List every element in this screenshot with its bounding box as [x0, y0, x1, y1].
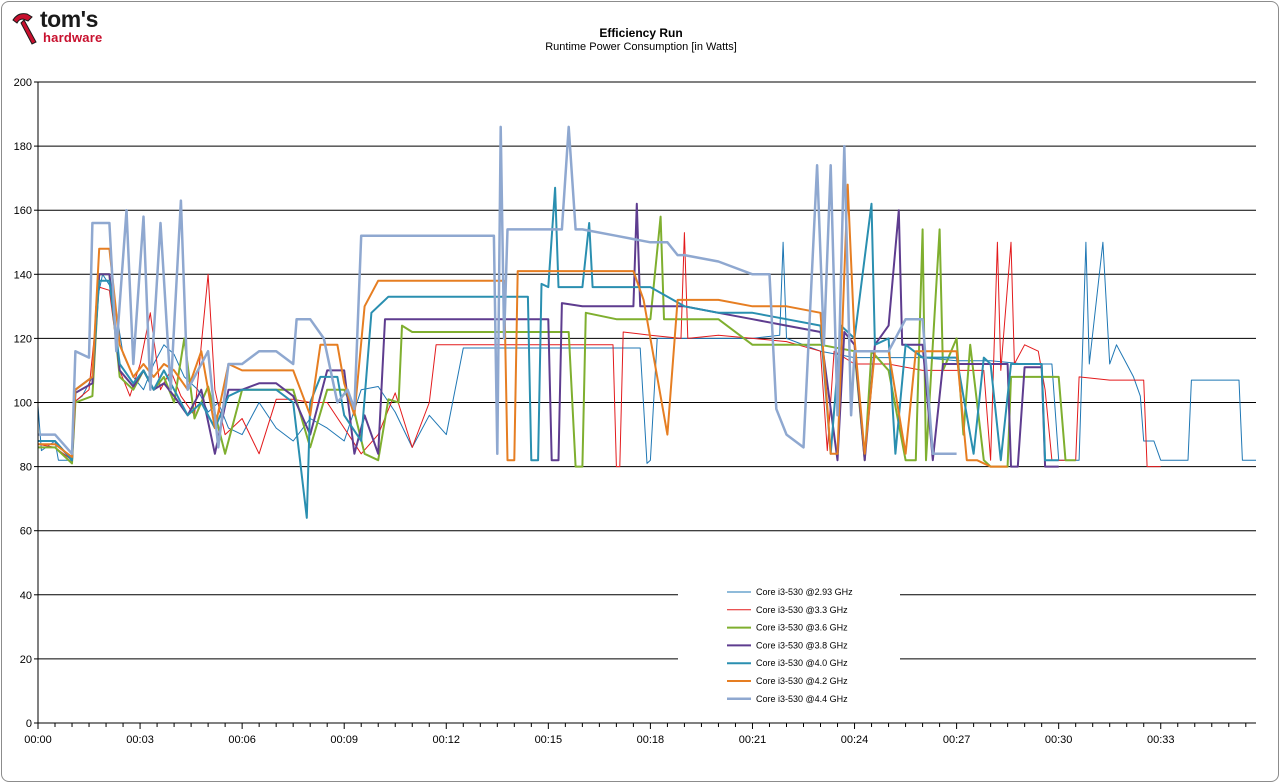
y-tick-label: 20 — [20, 654, 32, 666]
x-tick-label: 00:09 — [330, 734, 358, 746]
y-tick-label: 180 — [14, 141, 32, 153]
legend-label: Core i3-530 @4.2 GHz — [756, 676, 848, 686]
x-tick-label: 00:30 — [1045, 734, 1073, 746]
x-tick-label: 00:27 — [943, 734, 971, 746]
y-tick-label: 0 — [26, 718, 32, 730]
x-tick-label: 00:00 — [24, 734, 52, 746]
x-tick-label: 00:33 — [1147, 734, 1175, 746]
x-tick-label: 00:03 — [126, 734, 154, 746]
x-tick-label: 00:24 — [841, 734, 869, 746]
y-tick-label: 40 — [20, 590, 32, 602]
y-tick-label: 60 — [20, 526, 32, 538]
legend-label: Core i3-530 @4.4 GHz — [756, 694, 848, 704]
series-line-5 — [38, 186, 1059, 519]
x-tick-label: 00:15 — [535, 734, 563, 746]
chart-subtitle: Runtime Power Consumption [in Watts] — [545, 41, 737, 53]
series-line-6 — [38, 183, 1008, 468]
legend-label: Core i3-530 @4.0 GHz — [756, 658, 848, 668]
y-tick-label: 80 — [20, 462, 32, 474]
series-line-4 — [38, 202, 1059, 468]
brand-name-line1: tom's — [40, 6, 98, 32]
brand-name-line2: hardware — [43, 30, 103, 45]
x-tick-label: 00:12 — [433, 734, 461, 746]
legend-label: Core i3-530 @3.3 GHz — [756, 605, 848, 615]
y-tick-label: 100 — [14, 398, 32, 410]
legend: Core i3-530 @2.93 GHz Core i3-530 @3.3 GH… — [678, 584, 900, 710]
series-line-1 — [37, 241, 1256, 464]
gridlines — [38, 81, 1256, 660]
series-line-7 — [38, 125, 957, 456]
legend-box — [678, 584, 900, 710]
chart-title: Efficiency Run — [599, 26, 683, 40]
x-tick-label: 00:06 — [228, 734, 256, 746]
y-tick-label: 160 — [14, 205, 32, 217]
legend-label: Core i3-530 @3.6 GHz — [756, 623, 848, 633]
y-tick-label: 120 — [14, 333, 32, 345]
axes: 0 20 40 60 80 100 120 140 160 180 200 00:00 00:03 00:… — [14, 77, 1256, 746]
x-tick-label: 00:18 — [637, 734, 665, 746]
series-lines — [37, 125, 1256, 519]
series-line-2 — [37, 232, 1161, 468]
x-tick-label: 00:21 — [739, 734, 767, 746]
brand-logo: tom's hardware — [10, 6, 120, 48]
y-tick-label: 200 — [14, 77, 32, 89]
legend-label: Core i3-530 @2.93 GHz — [756, 587, 853, 597]
y-tick-label: 140 — [14, 269, 32, 281]
hammer-icon — [12, 13, 37, 45]
legend-label: Core i3-530 @3.8 GHz — [756, 640, 848, 650]
